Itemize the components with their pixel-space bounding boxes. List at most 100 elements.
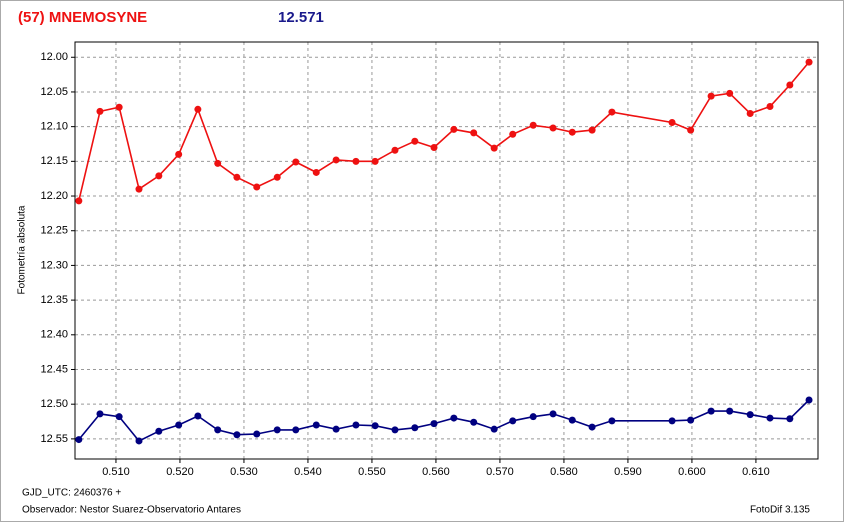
x-tick-label: 0.510 <box>102 466 130 478</box>
data-point <box>96 107 104 115</box>
data-point <box>608 417 616 425</box>
data-point <box>549 410 557 418</box>
data-point <box>805 396 813 404</box>
data-point <box>668 417 676 425</box>
y-tick-label: 12.35 <box>40 294 68 306</box>
data-point <box>509 130 517 138</box>
plot-border <box>74 41 819 460</box>
data-point <box>588 126 596 134</box>
x-tick-label: 0.580 <box>550 466 578 478</box>
data-point <box>135 437 143 445</box>
y-axis-label: Fotometría absoluta <box>17 205 28 294</box>
data-point <box>155 427 163 435</box>
data-point <box>352 421 360 429</box>
data-point <box>726 89 734 97</box>
data-point <box>312 168 320 176</box>
series-line <box>78 61 810 202</box>
data-point <box>371 422 379 430</box>
data-point <box>214 426 222 434</box>
data-point <box>194 412 202 420</box>
data-point <box>155 172 163 180</box>
data-point <box>75 197 83 205</box>
software: FotoDif 3.135 <box>750 505 810 516</box>
y-tick-label: 12.50 <box>40 398 68 410</box>
data-point <box>707 92 715 100</box>
y-tick-label: 12.30 <box>40 259 68 271</box>
data-point <box>332 156 340 164</box>
data-point <box>430 420 438 428</box>
data-point <box>115 103 123 111</box>
x-axis-label: GJD_UTC: 2460376 + <box>22 488 121 499</box>
data-point <box>687 126 695 134</box>
y-tick-label: 12.55 <box>40 433 68 445</box>
observer: Observador: Nestor Suarez-Observatorio A… <box>22 505 241 516</box>
data-point <box>273 173 281 181</box>
y-tick-label: 12.05 <box>40 86 68 98</box>
data-point <box>430 143 438 151</box>
y-tick-label: 12.25 <box>40 225 68 237</box>
x-tick-label: 0.600 <box>678 466 706 478</box>
data-point <box>726 407 734 415</box>
data-point <box>115 413 123 421</box>
data-point <box>194 105 202 113</box>
x-tick-label: 0.540 <box>294 466 322 478</box>
x-tick-label: 0.520 <box>166 466 194 478</box>
data-point <box>175 421 183 429</box>
data-point <box>135 185 143 193</box>
data-point <box>175 150 183 158</box>
data-point <box>668 118 676 126</box>
data-point <box>786 415 794 423</box>
data-point <box>312 421 320 429</box>
y-tick-label: 12.10 <box>40 121 68 133</box>
data-point <box>391 426 399 434</box>
x-tick-label: 0.550 <box>358 466 386 478</box>
data-point <box>588 423 596 431</box>
x-tick-label: 0.570 <box>486 466 514 478</box>
data-point <box>233 173 241 181</box>
data-point <box>568 416 576 424</box>
data-point <box>509 417 517 425</box>
data-point <box>805 58 813 66</box>
data-point <box>529 413 537 421</box>
data-point <box>214 159 222 167</box>
y-tick-label: 12.00 <box>40 51 68 63</box>
data-point <box>292 158 300 166</box>
data-point <box>687 416 695 424</box>
data-point <box>450 125 458 133</box>
data-point <box>292 426 300 434</box>
series-line <box>78 399 810 443</box>
data-point <box>490 425 498 433</box>
data-point <box>746 411 754 419</box>
data-point <box>96 410 104 418</box>
data-point <box>253 430 261 438</box>
y-tick-label: 12.45 <box>40 363 68 375</box>
data-point <box>253 183 261 191</box>
data-point <box>470 418 478 426</box>
data-point <box>786 81 794 89</box>
x-tick-label: 0.530 <box>230 466 258 478</box>
data-point <box>450 414 458 422</box>
data-point <box>411 137 419 145</box>
data-point <box>411 424 419 432</box>
chart-title: (57) MNEMOSYNE <box>18 9 147 26</box>
data-point <box>766 103 774 111</box>
y-tick-label: 12.40 <box>40 329 68 341</box>
x-tick-label: 0.590 <box>614 466 642 478</box>
data-point <box>332 425 340 433</box>
data-point <box>549 124 557 132</box>
data-point <box>490 144 498 152</box>
data-point <box>391 146 399 154</box>
data-point <box>529 121 537 129</box>
y-tick-label: 12.20 <box>40 190 68 202</box>
data-point <box>352 157 360 165</box>
data-point <box>233 431 241 439</box>
x-tick-label: 0.560 <box>422 466 450 478</box>
data-point <box>568 128 576 136</box>
x-tick-label: 0.610 <box>742 466 770 478</box>
y-tick-label: 12.15 <box>40 155 68 167</box>
data-point <box>273 426 281 434</box>
data-point <box>470 129 478 137</box>
data-point <box>746 109 754 117</box>
data-point <box>707 407 715 415</box>
